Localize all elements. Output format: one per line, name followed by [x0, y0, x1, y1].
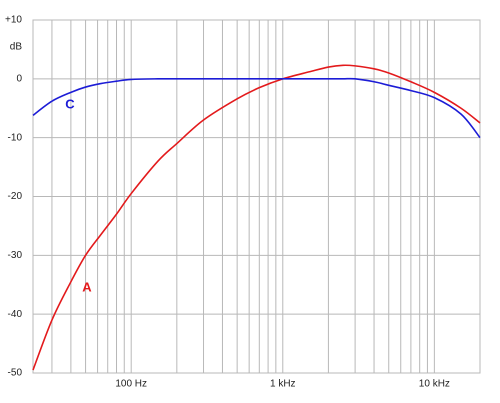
- y-unit: dB: [10, 42, 23, 53]
- y-tick-label: -40: [8, 309, 23, 320]
- curve: [32, 77, 481, 139]
- curve-label: C: [65, 96, 75, 111]
- y-tick-label: -20: [8, 191, 23, 202]
- x-tick-label: 1 kHz: [270, 379, 296, 390]
- x-tick-label: 100 Hz: [115, 379, 147, 390]
- y-tick-label: 0: [16, 73, 22, 84]
- curve-label: A: [82, 279, 92, 294]
- y-tick-label: +10: [5, 15, 22, 26]
- y-tick-label: -50: [8, 368, 23, 379]
- curve: [32, 64, 481, 371]
- y-tick-label: -30: [8, 250, 23, 261]
- y-tick-label: -10: [8, 132, 23, 143]
- x-tick-label: 10 kHz: [419, 379, 450, 390]
